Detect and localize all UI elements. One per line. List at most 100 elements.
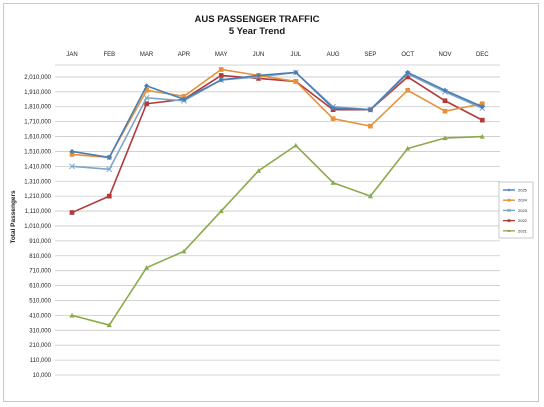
legend-label: 2021 xyxy=(518,228,528,233)
chart-subtitle: 5 Year Trend xyxy=(229,26,286,37)
data-point xyxy=(479,133,485,139)
y-tick-label: 10,000 xyxy=(33,373,52,379)
data-point xyxy=(405,87,411,93)
legend-entry-2023: 2023 xyxy=(503,208,528,213)
data-point xyxy=(106,322,112,328)
data-point xyxy=(144,83,150,89)
data-point xyxy=(405,145,411,151)
data-point xyxy=(69,152,75,157)
data-point xyxy=(405,74,411,80)
data-point xyxy=(144,101,149,107)
y-tick-label: 1,610,000 xyxy=(24,135,51,141)
series-line xyxy=(71,68,483,159)
data-point xyxy=(106,166,113,173)
y-tick-label: 2,010,000 xyxy=(24,75,51,81)
series-line xyxy=(71,71,483,171)
y-tick-label: 1,210,000 xyxy=(24,194,51,200)
y-tick-label: 1,810,000 xyxy=(24,105,51,111)
series-line xyxy=(71,135,483,326)
data-point xyxy=(507,188,511,192)
legend-label: 2025 xyxy=(518,188,528,193)
data-point xyxy=(442,108,448,114)
data-point xyxy=(330,116,336,121)
data-point-stroke xyxy=(143,94,150,101)
data-point xyxy=(330,105,336,111)
y-tick-label: 710,000 xyxy=(29,269,51,275)
data-point xyxy=(442,135,448,141)
data-point xyxy=(479,101,485,107)
data-point xyxy=(507,219,511,222)
y-tick-label: 1,110,000 xyxy=(25,209,52,215)
legend-label: 2023 xyxy=(518,208,528,213)
y-tick-label: 1,010,000 xyxy=(24,224,51,230)
data-point xyxy=(405,69,411,76)
legend-entry-2022: 2022 xyxy=(503,218,528,223)
data-point xyxy=(69,163,75,170)
legend-entry-2021: 2021 xyxy=(503,228,528,233)
y-tick-label: 510,000 xyxy=(29,298,51,304)
y-axis-label: Total Passengers xyxy=(10,190,17,244)
y-tick-label: 310,000 xyxy=(29,328,51,334)
month-label: SEP xyxy=(364,52,376,58)
month-label: JUN xyxy=(253,52,265,58)
series-line xyxy=(71,74,483,214)
data-point xyxy=(330,180,336,185)
data-point xyxy=(218,208,224,214)
y-tick-label: 410,000 xyxy=(29,313,51,319)
grid-layer xyxy=(55,64,500,376)
data-point xyxy=(293,79,299,84)
data-point xyxy=(507,198,511,202)
data-point xyxy=(442,98,448,104)
chart-frame: AUS PASSENGER TRAFFIC 5 Year Trend Total… xyxy=(3,3,539,402)
data-point xyxy=(218,67,224,72)
data-point xyxy=(106,193,112,199)
data-point xyxy=(368,123,373,129)
data-point xyxy=(442,87,448,93)
data-point xyxy=(218,73,224,78)
data-point xyxy=(367,107,373,113)
y-tick-label: 110,000 xyxy=(30,358,52,364)
month-label: MAY xyxy=(215,52,228,58)
chart-title: AUS PASSENGER TRAFFIC xyxy=(195,14,320,25)
y-tick-label: 1,510,000 xyxy=(24,149,51,155)
data-point xyxy=(507,208,511,213)
y-tick-label: 1,310,000 xyxy=(24,179,51,185)
data-point xyxy=(143,94,150,101)
data-point xyxy=(144,87,149,93)
legend-entry-2024: 2024 xyxy=(503,198,528,203)
data-point xyxy=(69,312,75,318)
data-point xyxy=(181,93,187,99)
data-point xyxy=(507,229,511,232)
month-label: NOV xyxy=(438,52,451,58)
month-label: MAR xyxy=(140,52,154,58)
data-point xyxy=(293,69,299,76)
y-tick-labels: 2,010,000 1,910,000 1,810,000 1,710,000 1,61… xyxy=(24,75,51,379)
y-tick-label: 210,000 xyxy=(29,343,51,349)
y-tick-label: 1,710,000 xyxy=(24,120,51,126)
data-point xyxy=(256,76,261,81)
data-point xyxy=(69,148,75,155)
data-point-stroke xyxy=(106,166,113,173)
legend-label: 2022 xyxy=(518,218,528,223)
month-label: JAN xyxy=(66,52,77,58)
data-point xyxy=(181,96,187,102)
data-point xyxy=(255,72,262,79)
month-label: JUL xyxy=(290,52,301,58)
month-label: APR xyxy=(178,52,191,58)
month-label: FEB xyxy=(103,52,115,58)
data-point xyxy=(293,142,299,148)
data-point xyxy=(218,77,224,83)
legend: 2025 2024 2023 2022 2021 xyxy=(498,181,534,239)
month-label: AUG xyxy=(327,52,340,58)
data-point xyxy=(255,168,262,173)
y-tick-label: 1,910,000 xyxy=(24,90,51,96)
y-tick-label: 910,000 xyxy=(29,239,51,245)
month-labels: JAN FEB MAR APR MAY JUN JUL AUG SEP OCT NOV DEC xyxy=(66,52,489,58)
legend-entry-2025: 2025 xyxy=(503,188,528,193)
data-point xyxy=(479,117,485,123)
legend-label: 2024 xyxy=(518,198,528,203)
data-point xyxy=(144,265,150,270)
month-label: OCT xyxy=(401,52,414,58)
series-layer xyxy=(69,67,486,328)
passenger-traffic-chart: AUS PASSENGER TRAFFIC 5 Year Trend Total… xyxy=(10,14,534,379)
